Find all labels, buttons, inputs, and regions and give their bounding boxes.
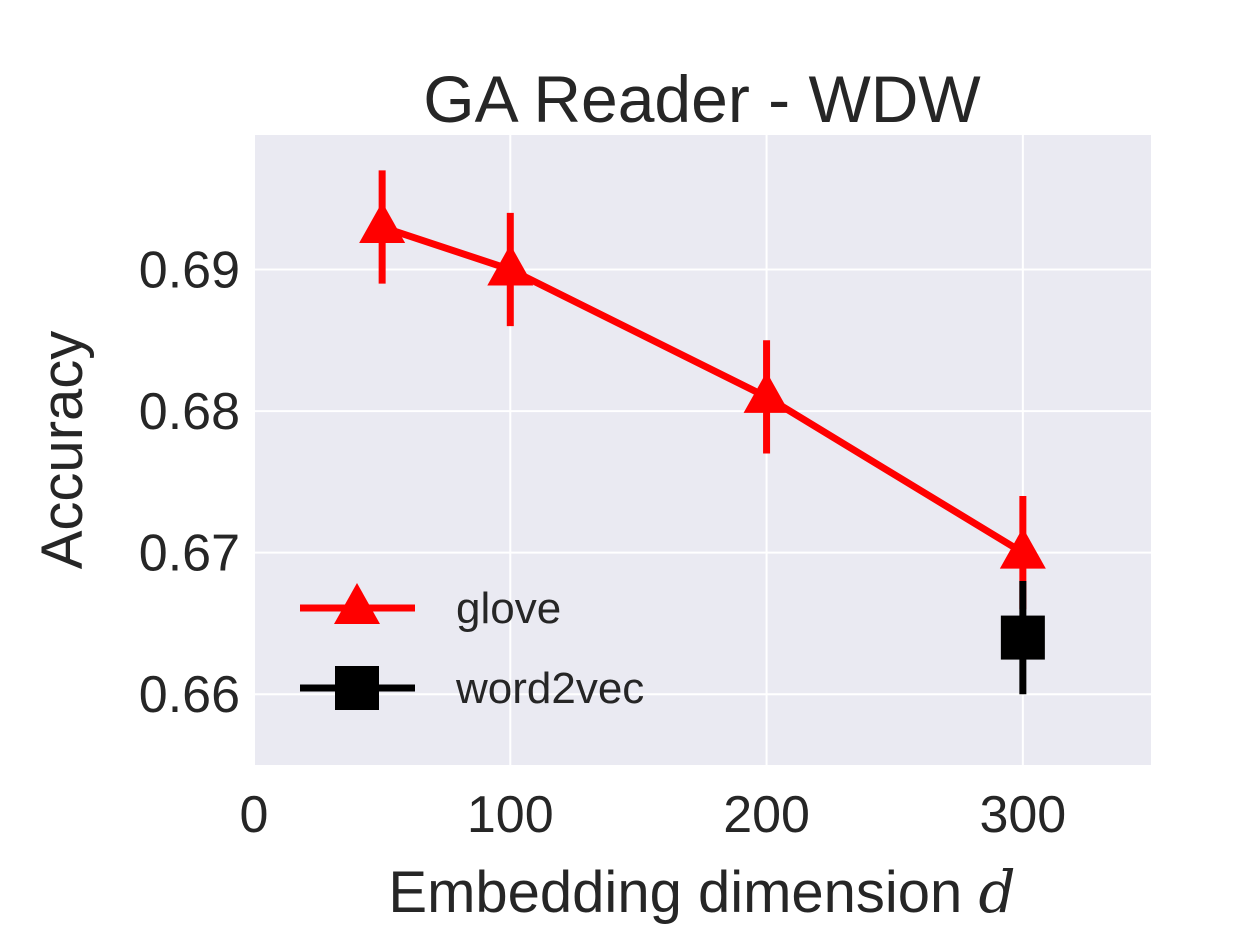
ticks: 0 100 200 300 0.66 0.67 0.68 0.69 <box>139 241 1066 844</box>
series-glove <box>359 170 1046 610</box>
x-axis-label-variable: d <box>978 858 1015 926</box>
legend-label-glove: glove <box>456 584 561 633</box>
legend-label-word2vec: word2vec <box>455 664 644 713</box>
y-tick-label: 0.68 <box>139 383 240 441</box>
x-axis-label-text: Embedding dimension <box>388 860 962 925</box>
x-tick-label: 300 <box>979 786 1066 844</box>
series-line-glove <box>381 223 1025 556</box>
y-tick-label: 0.67 <box>139 525 240 583</box>
data-point-glove <box>999 527 1046 569</box>
x-tick-label: 200 <box>723 786 810 844</box>
plot-background <box>254 135 1151 765</box>
chart-title: GA Reader - WDW <box>423 62 981 136</box>
y-tick-label: 0.69 <box>139 241 240 299</box>
y-axis-label: Accuracy <box>30 331 95 570</box>
x-axis-label: Embedding dimension d <box>388 858 1015 926</box>
legend-marker-word2vec <box>335 666 379 710</box>
data-point-glove <box>359 202 406 244</box>
legend-marker-glove <box>334 583 380 624</box>
y-tick-label: 0.66 <box>139 666 240 724</box>
x-tick-label: 0 <box>240 786 269 844</box>
data-point-glove <box>743 371 790 413</box>
data-point-word2vec <box>1000 615 1045 660</box>
series-word2vec <box>1000 580 1045 695</box>
x-tick-label: 100 <box>467 786 554 844</box>
data-point-glove <box>487 244 534 286</box>
legend: glove word2vec <box>300 583 644 713</box>
series-layer <box>359 170 1046 695</box>
